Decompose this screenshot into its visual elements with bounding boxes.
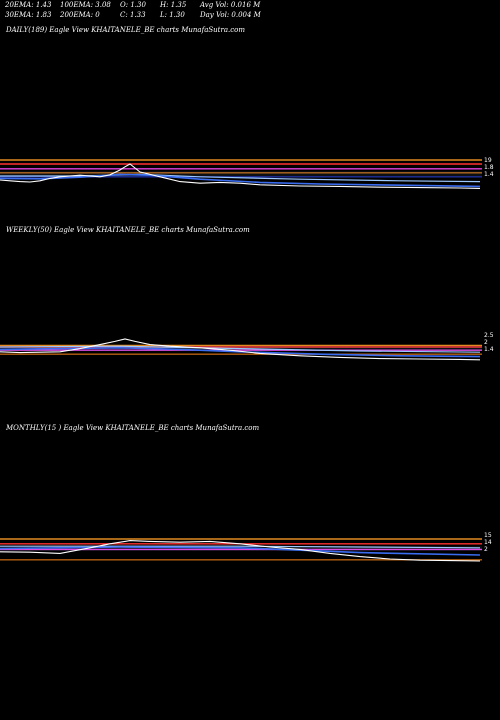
tick-label-1: 14 xyxy=(484,539,492,546)
ema-mid-line xyxy=(0,545,481,549)
ema-short-line xyxy=(0,346,481,358)
price-line xyxy=(0,338,481,361)
tick-label-2: 1.4 xyxy=(484,171,494,178)
stat-7: C: 1.33 xyxy=(120,10,146,19)
tick-label-0: 2.5 xyxy=(484,332,494,339)
stat-4: Avg Vol: 0.016 M xyxy=(200,1,261,9)
stat-6: 200EMA: 0 xyxy=(60,10,100,19)
stat-8: L: 1.30 xyxy=(160,10,185,19)
stat-1: 100EMA: 3.08 xyxy=(60,1,111,9)
stat-9: Day Vol: 0.004 M xyxy=(200,10,261,19)
ema-short-line xyxy=(0,546,481,556)
monthly-chart-label: MONTHLY(15 ) Eagle View KHAITANELE_BE ch… xyxy=(6,424,260,432)
weekly-chart-panel: WEEKLY(50) Eagle View KHAITANELE_BE char… xyxy=(0,226,500,416)
monthly-chart-panel: MONTHLY(15 ) Eagle View KHAITANELE_BE ch… xyxy=(0,424,500,614)
weekly-chart-label: WEEKLY(50) Eagle View KHAITANELE_BE char… xyxy=(6,226,250,234)
tick-label-1: 1.8 xyxy=(484,164,494,171)
stat-2: O: 1.30 xyxy=(120,1,146,9)
price-line xyxy=(0,540,481,562)
tick-label-2: 2 xyxy=(484,546,488,553)
tick-label-2: 1.4 xyxy=(484,346,494,353)
tick-label-0: 19 xyxy=(484,157,492,164)
stat-0: 20EMA: 1.43 xyxy=(5,1,52,9)
ema-mid-line xyxy=(0,345,481,353)
weekly-chart-plot: 2.521.4 xyxy=(0,332,494,361)
ema-short-line xyxy=(0,173,481,188)
ema-mid-line xyxy=(0,173,481,183)
daily-chart-plot: 191.81.4 xyxy=(0,157,494,189)
daily-chart-panel: DAILY(189) Eagle View KHAITANELE_BE char… xyxy=(0,26,500,216)
tick-label-0: 15 xyxy=(484,532,492,539)
stat-5: 30EMA: 1.83 xyxy=(5,10,52,19)
stats-header: 20EMA: 1.43 100EMA: 3.08 O: 1.30 H: 1.35 Avg… xyxy=(5,1,495,21)
tick-label-1: 2 xyxy=(484,339,488,346)
daily-chart-label: DAILY(189) Eagle View KHAITANELE_BE char… xyxy=(6,26,246,34)
stat-3: H: 1.35 xyxy=(160,1,187,9)
band-fill xyxy=(0,171,482,176)
price-line xyxy=(0,163,481,189)
